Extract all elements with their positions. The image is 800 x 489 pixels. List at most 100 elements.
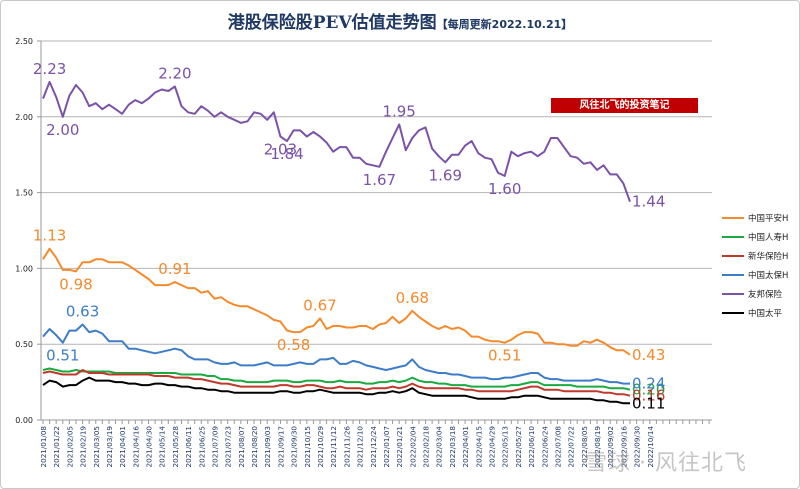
y-tick-label: 0.50 (15, 340, 33, 349)
data-label: 1.69 (429, 166, 462, 184)
data-label: 1.67 (363, 171, 396, 189)
x-tick-label: 2021/08/07 (237, 426, 246, 467)
x-tick-label: 2022/08/19 (593, 426, 602, 468)
data-label: 0.91 (158, 260, 191, 278)
x-tick-label: 2022/09/30 (633, 426, 642, 468)
grid-lines (41, 40, 712, 421)
x-tick-label: 2022/01/21 (395, 426, 404, 467)
x-tick-label: 2022/06/10 (527, 426, 536, 468)
data-label: 1.44 (632, 193, 665, 211)
chart-title-text: 港股保险股PEV估值走势图 (227, 13, 437, 33)
x-tick-label: 2021/01/08 (39, 426, 48, 468)
legend-item: 中国太保H (722, 265, 788, 284)
x-tick-label: 2022/02/04 (408, 426, 417, 468)
x-tick-label: 2021/10/29 (316, 426, 325, 468)
x-tick-label: 2021/12/10 (356, 426, 365, 468)
x-tick-label: 2021/02/05 (65, 426, 74, 467)
x-tick-label: 2021/07/09 (210, 426, 219, 468)
data-label: 1.84 (270, 145, 303, 163)
series-line (42, 369, 631, 397)
y-tick-label: 1.00 (15, 264, 33, 273)
watermark: 雪球 · 风往北飞 (585, 451, 747, 476)
x-tick-label: 2022/03/18 (448, 426, 457, 468)
data-label: 0.63 (66, 302, 99, 320)
data-label: 0.11 (632, 394, 665, 412)
legend-label: 中国太保H (748, 270, 789, 281)
chart-legend: 中国平安H 中国人寿H 新华保险H 中国太保H 友邦保险中国太平 (722, 208, 788, 322)
data-label: 2.20 (158, 64, 191, 82)
x-tick-label: 2022/04/29 (487, 426, 496, 468)
x-tick-label: 2021/06/11 (184, 426, 193, 467)
x-tick-label: 2021/11/26 (342, 426, 351, 468)
data-label: 0.98 (59, 275, 92, 293)
x-tick-label: 2021/10/15 (303, 426, 312, 467)
legend-label: 中国人寿H (748, 232, 789, 243)
data-label: 0.43 (632, 346, 665, 364)
x-tick-label: 2021/04/01 (118, 426, 127, 467)
x-tick-label: 2021/05/28 (171, 426, 180, 468)
x-tick-label: 2022/07/22 (567, 426, 576, 467)
legend-item: 新华保险H (722, 246, 788, 265)
x-tick-label: 2021/11/12 (329, 426, 338, 467)
x-tick-label: 2022/04/15 (474, 426, 483, 467)
y-axis: 0.00 0.50 1.00 1.50 2.00 2.50 (15, 37, 42, 425)
x-tick-label: 2021/03/19 (105, 426, 114, 468)
data-label: 1.95 (382, 102, 415, 120)
chart-subtitle: 【每周更新2022.10.21】 (436, 18, 573, 31)
legend-swatch (722, 311, 744, 314)
legend-label: 中国太平 (748, 308, 783, 319)
series-line (42, 80, 631, 203)
legend-swatch (722, 254, 744, 257)
data-label: 0.67 (303, 296, 336, 314)
x-tick-label: 2021/09/03 (263, 426, 272, 467)
x-tick-label: 2021/01/22 (52, 426, 61, 467)
y-tick-label: 1.50 (15, 189, 33, 198)
x-tick-label: 2022/04/01 (461, 426, 470, 467)
legend-label: 新华保险H (748, 251, 789, 262)
legend-swatch (722, 292, 744, 295)
x-tick-label: 2021/04/30 (145, 426, 154, 468)
x-tick-label: 2021/07/23 (224, 426, 233, 467)
x-tick-label: 2021/04/16 (131, 426, 140, 468)
x-tick-label: 2022/02/18 (422, 426, 431, 468)
data-label: 0.51 (46, 347, 79, 365)
data-label: 2.23 (33, 60, 66, 78)
x-tick-label: 2022/07/08 (553, 426, 562, 468)
brand-badge: 风往北飞的投资笔记 (551, 98, 698, 113)
data-label: 0.20 (632, 381, 665, 399)
series-line (42, 367, 631, 391)
legend-item: 中国平安H (722, 208, 788, 227)
y-tick-label: 2.00 (15, 113, 33, 122)
y-tick-label: 0.00 (15, 416, 33, 425)
x-tick-label: 2022/05/27 (514, 426, 523, 467)
x-axis: 2021/01/08 2021/01/22 2021/02/05 2021/02/19… (39, 420, 710, 468)
x-tick-label: 2021/06/25 (197, 426, 206, 467)
legend-swatch (722, 273, 744, 276)
x-tick-label: 2021/09/30 (290, 426, 299, 468)
x-tick-label: 2021/08/20 (250, 426, 259, 468)
data-label: 0.24 (632, 375, 665, 393)
x-tick-label: 2022/10/14 (646, 426, 655, 468)
x-tick-label: 2022/09/16 (619, 426, 628, 468)
legend-swatch (722, 216, 744, 219)
data-label: 0.51 (488, 347, 521, 365)
chart-title: 港股保险股PEV估值走势图【每周更新2022.10.21】 (0, 8, 800, 33)
data-label: 0.68 (396, 289, 429, 307)
data-label: 1.13 (33, 227, 66, 245)
data-label: 0.16 (632, 387, 665, 405)
data-label: 2.00 (46, 121, 79, 139)
y-tick-label: 2.50 (15, 37, 33, 46)
series-line (42, 376, 630, 405)
legend-item: 友邦保险 (722, 284, 788, 303)
x-tick-label: 2022/01/07 (382, 426, 391, 467)
x-tick-label: 2021/09/17 (276, 426, 285, 467)
legend-swatch (722, 235, 744, 238)
series-lines (42, 80, 631, 405)
data-label: 1.60 (488, 180, 521, 198)
legend-item: 中国人寿H (722, 227, 788, 246)
x-tick-label: 2022/08/05 (580, 426, 589, 467)
data-labels: 1.13 0.98 0.91 0.58 0.67 0.68 0.51 0.43 0.200.16… (33, 60, 666, 412)
series-line (42, 247, 631, 356)
